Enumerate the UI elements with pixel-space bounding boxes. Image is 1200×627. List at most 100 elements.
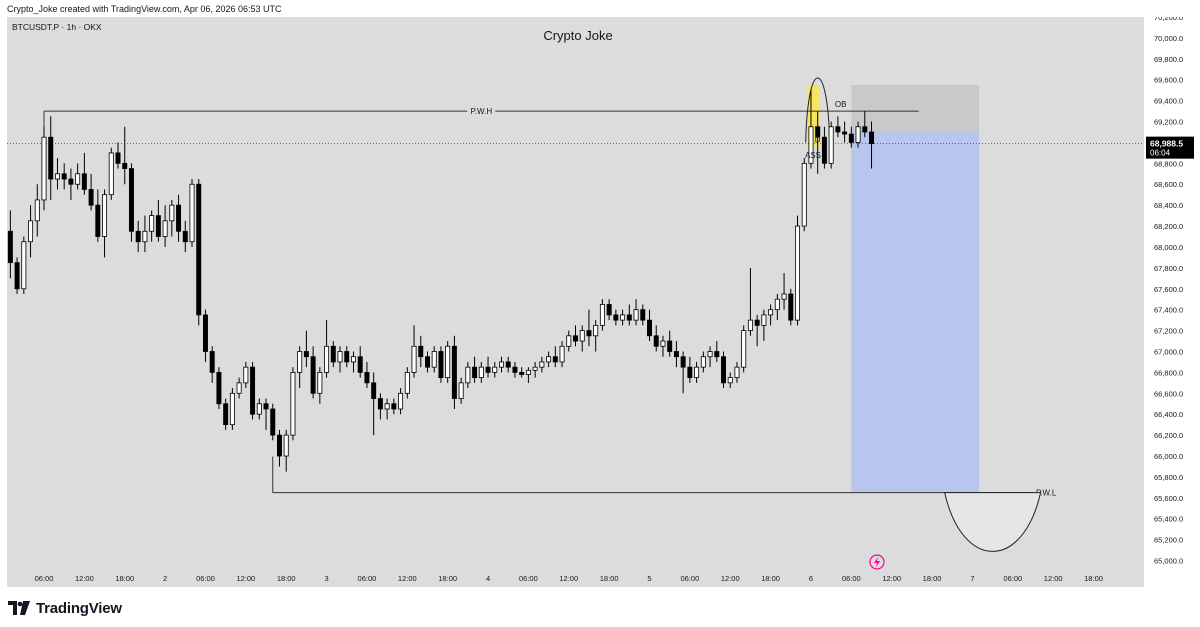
top-arc	[805, 77, 831, 143]
x-tick-label: 18:00	[1084, 574, 1103, 583]
candle-body	[869, 131, 875, 145]
x-tick-label: 06:00	[358, 574, 377, 583]
candle-body	[202, 314, 208, 352]
candle-body	[95, 204, 101, 237]
y-tick-label: 67,200.0	[1154, 327, 1183, 336]
y-tick-label: 66,400.0	[1154, 410, 1183, 419]
y-tick-label: 69,600.0	[1154, 76, 1183, 85]
pwl-label: P.W.L	[1036, 489, 1057, 498]
candle-body	[263, 403, 269, 410]
y-tick-label: 67,400.0	[1154, 306, 1183, 315]
candle-body	[310, 356, 316, 394]
x-tick-label: 12:00	[559, 574, 578, 583]
candle-body	[512, 366, 518, 373]
candle-body	[640, 309, 646, 321]
x-tick-label: 18:00	[438, 574, 457, 583]
stop-loss-zone	[851, 84, 980, 132]
candle-body	[216, 371, 222, 405]
y-tick-label: 69,800.0	[1154, 55, 1183, 64]
ass-annotation: ASS	[805, 151, 821, 160]
candle-body	[808, 126, 814, 164]
candle-body	[707, 351, 713, 358]
x-tick-label: 6	[809, 574, 813, 583]
candle-body	[102, 194, 108, 237]
candle-body	[384, 403, 390, 410]
y-tick-label: 69,400.0	[1154, 97, 1183, 106]
candle-body	[559, 345, 565, 363]
candle-body	[75, 173, 81, 185]
x-tick-label: 06:00	[519, 574, 538, 583]
x-tick-label: 18:00	[600, 574, 619, 583]
candle-body	[297, 351, 303, 373]
candle-body	[546, 356, 552, 363]
candle-body	[774, 298, 780, 311]
candle-body	[54, 173, 60, 180]
lightning-icon[interactable]	[869, 554, 885, 570]
candle-body	[209, 351, 215, 373]
y-tick-label: 68,200.0	[1154, 222, 1183, 231]
candle-body	[108, 152, 114, 196]
candle-body	[626, 314, 632, 321]
candle-body	[754, 319, 760, 326]
candlestick-chart[interactable]: BTCUSDT.P · 1h · OKX Crypto Joke P.W.H P…	[0, 17, 1200, 587]
candle-body	[270, 408, 276, 436]
candle-body	[694, 366, 700, 379]
candle-body	[411, 345, 417, 373]
chart-title: Crypto Joke	[543, 28, 612, 43]
x-tick-label: 2	[163, 574, 167, 583]
candle-body	[357, 356, 363, 373]
candle-body	[324, 345, 330, 373]
candle-body	[142, 230, 148, 243]
candle-body	[653, 335, 659, 347]
candle-body	[88, 189, 94, 206]
x-tick-label: 12:00	[236, 574, 255, 583]
ob-annotation: OB	[835, 100, 847, 109]
candle-body	[377, 398, 383, 410]
candle-body	[492, 366, 498, 373]
candle-body	[290, 371, 296, 436]
candle-body	[532, 366, 538, 371]
candle-body	[182, 230, 188, 243]
candle-body	[61, 173, 67, 180]
x-tick-label: 18:00	[923, 574, 942, 583]
x-tick-label: 18:00	[761, 574, 780, 583]
candle-body	[391, 403, 397, 410]
candle-body	[276, 434, 282, 457]
candle-body	[41, 136, 47, 201]
x-tick-label: 06:00	[842, 574, 861, 583]
candle-body	[848, 133, 854, 143]
footer-brand: TradingView	[8, 598, 122, 618]
candle-body	[687, 366, 693, 379]
y-tick-label: 67,600.0	[1154, 285, 1183, 294]
candle-body	[169, 204, 175, 222]
candle-body	[862, 126, 868, 133]
candle-body	[350, 356, 356, 363]
y-tick-label: 65,000.0	[1154, 557, 1183, 566]
y-tick-label: 66,200.0	[1154, 431, 1183, 440]
x-tick-label: 12:00	[882, 574, 901, 583]
candle-body	[472, 366, 478, 379]
candle-body	[438, 351, 444, 379]
candle-body	[189, 183, 195, 243]
price-axis	[1144, 17, 1200, 587]
candle-body	[815, 126, 821, 138]
candle-body	[647, 319, 652, 337]
candle-body	[539, 361, 545, 368]
candle-body	[606, 304, 612, 316]
y-tick-label: 66,000.0	[1154, 452, 1183, 461]
x-tick-label: 12:00	[1044, 574, 1063, 583]
candle-body	[505, 361, 511, 368]
candle-body	[525, 369, 531, 375]
x-tick-label: 3	[324, 574, 328, 583]
candle-body	[761, 314, 767, 326]
x-tick-label: 5	[647, 574, 651, 583]
candle-body	[337, 351, 343, 363]
candle-body	[768, 309, 774, 316]
candle-body	[451, 345, 457, 399]
candle-body	[250, 366, 256, 415]
candle-body	[330, 345, 336, 363]
y-tick-label: 68,000.0	[1154, 243, 1183, 252]
candle-body	[176, 204, 182, 232]
candle-body	[149, 215, 155, 232]
candle-body	[317, 371, 323, 394]
